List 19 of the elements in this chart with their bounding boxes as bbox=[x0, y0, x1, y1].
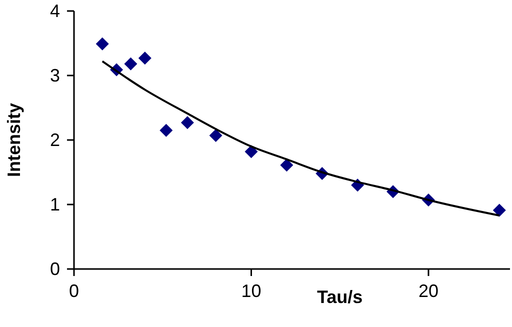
x-tick-label: 0 bbox=[68, 281, 80, 301]
y-tick-label: 4 bbox=[50, 1, 60, 21]
y-axis-title: Intensity bbox=[4, 102, 24, 178]
point bbox=[209, 128, 222, 142]
y-tick-label: 0 bbox=[50, 259, 60, 279]
x-tick-label: 20 bbox=[418, 281, 438, 301]
point bbox=[280, 158, 294, 172]
y-tick-label: 2 bbox=[50, 130, 60, 150]
y-tick-label: 3 bbox=[50, 66, 60, 86]
point bbox=[124, 57, 138, 70]
point bbox=[244, 145, 258, 158]
point bbox=[138, 52, 152, 65]
point bbox=[160, 124, 173, 137]
point bbox=[492, 204, 506, 217]
x-axis-title: Tau/s bbox=[317, 287, 363, 307]
point bbox=[180, 116, 194, 130]
y-tick-label: 1 bbox=[50, 194, 60, 214]
x-tick-label: 10 bbox=[241, 281, 262, 301]
point bbox=[96, 37, 109, 50]
